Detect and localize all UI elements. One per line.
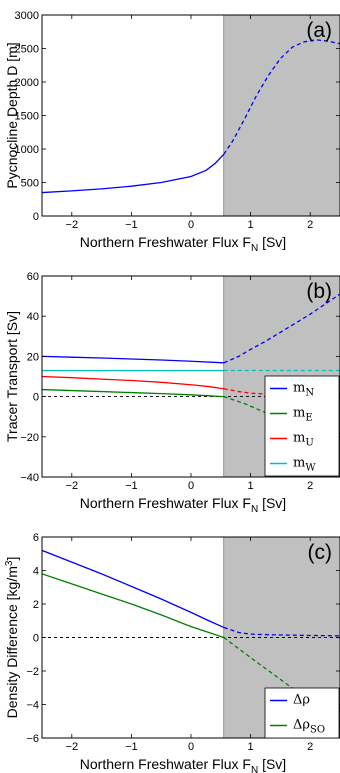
panel-3-ytick-label: −6 (26, 733, 39, 745)
panel-2-legend-box (264, 375, 340, 477)
panel-3-ytick-label: 4 (33, 566, 39, 578)
panel-2-legend-label: mE (293, 406, 313, 424)
panel-1-xlabel-main: Northern Freshwater Flux F (80, 234, 251, 250)
panel-3-ytick-label: −4 (26, 700, 39, 712)
panel-3-xtick-label: 0 (188, 741, 194, 753)
panel-2-legend-sub: U (305, 438, 313, 449)
panel-3-xtick-label: 2 (307, 741, 313, 753)
panel-2-legend-sub: N (305, 388, 314, 399)
panel-1-xtick-label: 1 (248, 219, 254, 231)
panel-3-xtick-label: −2 (66, 741, 79, 753)
panel-3-ylabel-sup: 3 (4, 560, 15, 566)
panel-1-ytick-label: 3000 (15, 10, 39, 22)
panel-2-legend-sub: W (305, 463, 316, 474)
panel-2-legend-label: mW (293, 456, 316, 474)
panel-3-xlabel: Northern Freshwater Flux FN [Sv] (80, 756, 286, 773)
panel-2-legend-name: m (293, 381, 305, 396)
panel-3-ytick-label: −2 (26, 666, 39, 678)
panel-1-ytick-label: 2500 (15, 44, 39, 56)
panel-2-ytick-label: 0 (33, 392, 39, 404)
panel-2-ytick-label: 60 (27, 271, 39, 283)
panel-2-legend-name: m (293, 406, 305, 421)
panel-2-legend-name: m (293, 456, 305, 471)
panel-1-xtick-label: 0 (188, 219, 194, 231)
panel-1-ytick-label: 0 (33, 211, 39, 223)
panel-1-ylabel-main: Pycnocline Depth D [m] (4, 42, 20, 188)
panel-2-series-1-dashed (223, 293, 340, 364)
panel-2-xlabel: Northern Freshwater Flux FN [Sv] (80, 495, 286, 515)
panel-2-xtick-label: 0 (188, 480, 194, 492)
panel-3-legend-label: ΔρSO (293, 718, 325, 736)
panel-1-shaded-region (223, 14, 340, 217)
panel-1-panel-label: (a) (306, 19, 332, 42)
panel-2-xtick-label: 2 (307, 480, 313, 492)
panel-3-ytick-label: 0 (33, 633, 39, 645)
panel-2-panel-label: (b) (306, 280, 332, 303)
panel-3-series-1-dashed (223, 626, 340, 637)
panel-2-xtick-label: −2 (66, 480, 79, 492)
panel-3-legend-sub: SO (310, 725, 325, 736)
panel-2: −2 −1 0 1 2 −40 −20 0 20 40 60 (b) Northern Freshwat… (4, 271, 340, 515)
panel-3-ylabel-end: ] (4, 557, 20, 561)
panel-3-ytick-label: 2 (33, 599, 39, 611)
panel-1-ytick-label: 500 (21, 178, 39, 190)
panel-3-xtick-label: −1 (125, 741, 138, 753)
panel-2-xlabel-sub: N (251, 504, 258, 515)
panel-3-panel-label: (c) (308, 541, 333, 564)
panel-1-xtick-label: 2 (307, 219, 313, 231)
panel-1-series-group (42, 39, 340, 194)
panel-1-xtick-label: −2 (66, 219, 79, 231)
panel-2-ytick-label: 40 (27, 311, 39, 323)
panel-2-legend-sub: E (305, 413, 312, 424)
panel-2-legend-name: m (293, 431, 305, 446)
panel-2-xlabel-main: Northern Freshwater Flux F (80, 495, 251, 511)
panel-2-legend-label: mN (293, 381, 314, 399)
panel-1-series-1-dashed (223, 39, 340, 155)
panel-3-ylabel-main: Density Difference [kg/m (4, 566, 20, 718)
panel-1-ytick-label: 2000 (15, 77, 39, 89)
panel-1: −2 −1 0 1 2 0 500 1000 1500 2000 2500 3000 (a) Northe… (4, 10, 340, 254)
panel-1-ytick-label: 1000 (15, 144, 39, 156)
panel-1-xlabel-sub: N (251, 243, 258, 254)
panel-3-legend-box (264, 687, 340, 739)
panel-2-legend-label: mU (293, 431, 314, 449)
panel-3-series-1-solid (42, 549, 225, 629)
panel-2-series-1-solid (42, 355, 224, 364)
panel-2-ytick-label: 20 (27, 351, 39, 363)
panel-2-series-2-solid (42, 388, 224, 398)
panel-3-legend-name: Δρ (293, 693, 310, 708)
panel-3-xtick-label: 1 (248, 741, 254, 753)
panel-3-xlabel-sub: N (251, 765, 258, 773)
panel-2-xlabel-unit: [Sv] (258, 495, 286, 511)
panel-3-series-2-solid (42, 573, 224, 639)
panel-2-ytick-label: −40 (20, 472, 39, 484)
panel-1-ytick-label: 1500 (15, 111, 39, 123)
panel-1-xlabel: Northern Freshwater Flux FN [Sv] (80, 234, 286, 254)
panel-3-xlabel-main: Northern Freshwater Flux F (80, 756, 251, 772)
panel-2-ylabel: Tracer Transport [Sv] (4, 311, 20, 442)
panel-3-xlabel-unit: [Sv] (258, 756, 286, 772)
panel-1-xtick-label: −1 (125, 219, 138, 231)
panel-3-legend-name: Δρ (293, 718, 310, 733)
panel-1-ylabel: Pycnocline Depth D [m] (4, 42, 20, 188)
panel-3-ytick-label: 6 (33, 532, 39, 544)
panel-3: −2 −1 0 1 2 −6 −4 −2 0 2 4 6 (c) Northern Freshwater … (4, 532, 340, 773)
panel-2-ylabel-main: Tracer Transport [Sv] (4, 311, 20, 442)
panel-1-series-1-solid (42, 153, 225, 194)
panel-1-xlabel-unit: [Sv] (258, 234, 286, 250)
panel-2-series-3-solid (42, 375, 224, 390)
panel-2-ytick-label: −20 (20, 432, 39, 444)
panel-2-xtick-label: −1 (125, 480, 138, 492)
panel-2-xtick-label: 1 (248, 480, 254, 492)
panel-3-ylabel: Density Difference [kg/m3] (4, 557, 20, 719)
panel-3-legend-label: Δρ (293, 693, 310, 708)
